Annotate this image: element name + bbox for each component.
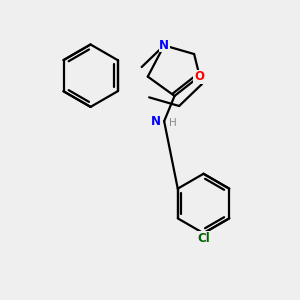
Text: N: N [151, 115, 161, 128]
Text: N: N [159, 39, 169, 52]
Text: Cl: Cl [197, 232, 210, 245]
Text: O: O [194, 70, 204, 83]
Text: H: H [169, 118, 176, 128]
